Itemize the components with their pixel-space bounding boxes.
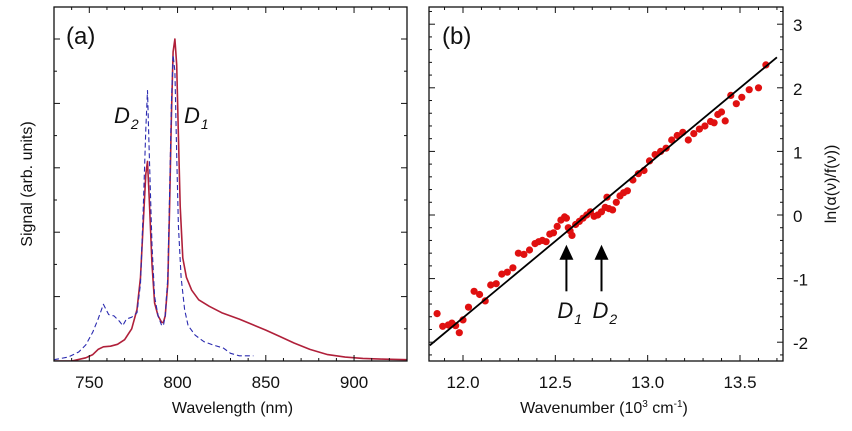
fit-line: [429, 56, 778, 347]
y-tick-label: 2: [793, 80, 802, 99]
peak-label-D1: D1: [184, 103, 209, 132]
x-tick-label: 850: [252, 373, 280, 392]
data-point: [762, 61, 770, 69]
data-point: [623, 187, 632, 195]
series-line-solid: [54, 38, 407, 361]
data-point: [745, 86, 753, 94]
panel-a-y-axis-title: Signal (arb. units): [19, 121, 36, 246]
panel-b-annotations: D1 D2: [557, 244, 618, 327]
data-point: [754, 84, 763, 92]
data-point: [738, 93, 746, 101]
data-point: [568, 231, 576, 239]
arrow-head-icon: [594, 244, 609, 260]
panel-b: 12.0 12.5 13.0 13.5 -2 -1 0 1 2 3 (b) Wavenumber …: [428, 6, 840, 417]
panel-a-frame: [53, 6, 408, 362]
data-point: [455, 329, 463, 337]
data-point: [553, 222, 561, 230]
data-point: [525, 246, 534, 254]
data-point: [481, 297, 489, 305]
panel-a: 750 800 850 900 (a) Wavelength (nm) Signal …: [19, 6, 408, 417]
panel-a-plot-area: [54, 38, 407, 361]
y-tick-label: 3: [793, 16, 802, 35]
panel-b-plot-area: [429, 56, 778, 347]
x-tick-label: 13.0: [631, 373, 664, 392]
data-point: [433, 310, 441, 318]
data-point: [562, 214, 571, 222]
data-point: [673, 131, 681, 140]
data-point: [732, 100, 740, 108]
data-point: [695, 125, 704, 133]
data-point: [514, 249, 523, 257]
series-line-dashed: [54, 54, 254, 361]
panel-a-x-axis-title: Wavelength (nm): [172, 400, 293, 417]
data-point: [710, 119, 718, 127]
peak-label-D1: D1: [557, 298, 582, 327]
panel-b-x-axis-title: Wavenumber (103 cm-1): [520, 399, 688, 417]
x-tick-label: 12.0: [446, 373, 479, 392]
data-point: [520, 250, 528, 258]
panel-b-ticks: 12.0 12.5 13.0 13.5 -2 -1 0 1 2 3: [429, 7, 808, 392]
panel-a-annotations: D2 D1: [114, 103, 209, 132]
data-point: [452, 322, 460, 330]
data-point: [690, 130, 698, 138]
data-point: [542, 238, 550, 246]
data-point: [487, 281, 495, 289]
data-point: [701, 122, 709, 130]
x-tick-label: 13.5: [723, 373, 756, 392]
y-tick-label: 0: [793, 207, 802, 226]
data-point: [492, 280, 500, 288]
data-point: [684, 136, 692, 144]
data-point: [609, 206, 617, 214]
data-point: [717, 108, 726, 116]
data-point: [464, 303, 473, 311]
data-point: [498, 270, 506, 278]
data-point: [668, 136, 676, 144]
x-tick-label: 12.5: [539, 373, 572, 392]
data-point: [509, 264, 517, 272]
data-point: [439, 322, 447, 330]
peak-label-D2: D2: [593, 298, 618, 327]
data-point: [459, 316, 467, 324]
x-tick-label: 900: [340, 373, 368, 392]
panel-b-label: (b): [442, 23, 471, 50]
peak-label-D2: D2: [114, 103, 139, 132]
x-tick-label: 800: [163, 373, 191, 392]
data-point: [476, 290, 484, 299]
y-tick-label: -2: [793, 334, 808, 353]
panel-b-y-axis-title: ln(α(ν)/f(ν)): [823, 145, 840, 224]
panel-a-label: (a): [66, 23, 95, 50]
data-point: [503, 268, 511, 276]
data-point: [721, 117, 729, 125]
y-tick-label: 1: [793, 143, 802, 162]
data-point: [612, 198, 620, 206]
y-tick-label: -1: [793, 271, 808, 290]
panel-b-frame: [428, 6, 784, 362]
arrow-head-icon: [559, 244, 574, 260]
panel-a-ticks: 750 800 850 900: [54, 7, 408, 392]
data-point: [470, 287, 478, 295]
data-point: [549, 229, 558, 237]
x-tick-label: 750: [75, 373, 103, 392]
